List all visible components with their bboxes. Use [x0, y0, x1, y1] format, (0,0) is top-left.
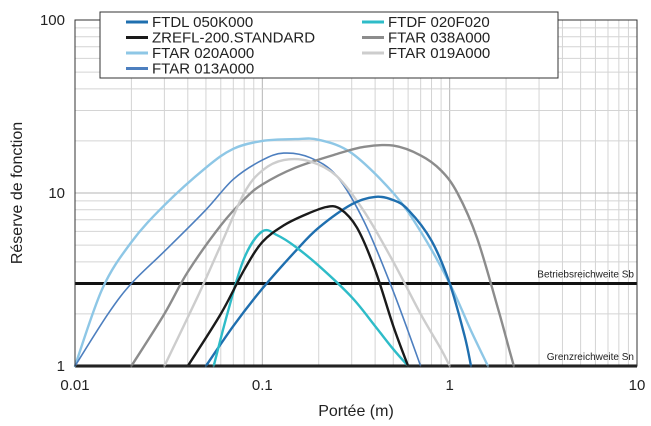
series-line-zrefl-200-standard [186, 205, 410, 368]
series-line-ftar-019a000 [163, 157, 451, 368]
x-tick-labels: 0.01 0.1 1 10 [60, 377, 645, 394]
legend-label-ftar-020a000: FTAR 020A000 [152, 45, 254, 62]
y-tick-labels: 1 10 100 [40, 12, 65, 375]
legend-label-ftdl-050k000: FTDL 050K000 [152, 14, 253, 31]
x-tick-label: 10 [629, 377, 646, 394]
x-axis-title: Portée (m) [318, 403, 394, 420]
y-tick-label: 1 [57, 358, 65, 375]
y-tick-label: 10 [48, 185, 65, 202]
legend-label-ftdf-020f020: FTDF 020F020 [388, 14, 490, 31]
reference-lines: Betriebsreichweite Sb Grenzreichweite Sn [75, 269, 637, 368]
series-line-ftar-020a000 [73, 137, 490, 368]
legend-label-ftar-013a000: FTAR 013A000 [152, 61, 254, 78]
x-tick-label: 1 [445, 377, 453, 394]
series-line-ftdf-020f020 [212, 228, 410, 368]
reference-line-label: Betriebsreichweite Sb [537, 269, 634, 280]
series-line-ftar-038a000 [130, 143, 515, 368]
legend-label-ftar-038a000: FTAR 038A000 [388, 30, 490, 47]
series-lines [73, 137, 515, 368]
series-line-ftar-013a000 [74, 152, 422, 367]
legend: FTDL 050K000 FTDF 020F020 ZREFL-200.STANDA… [99, 11, 559, 79]
x-tick-label: 0.1 [252, 377, 273, 394]
series-line-ftdl-050k000 [204, 195, 473, 368]
legend-label-ftar-019a000: FTAR 019A000 [388, 45, 490, 62]
reference-line-label: Grenzreichweite Sn [547, 352, 634, 363]
x-tick-label: 0.01 [60, 377, 89, 394]
y-axis-title: Réserve de fonction [9, 122, 26, 264]
legend-box [99, 11, 559, 79]
legend-label-zrefl-200-standard: ZREFL-200.STANDARD [152, 30, 315, 47]
y-tick-label: 100 [40, 12, 65, 29]
